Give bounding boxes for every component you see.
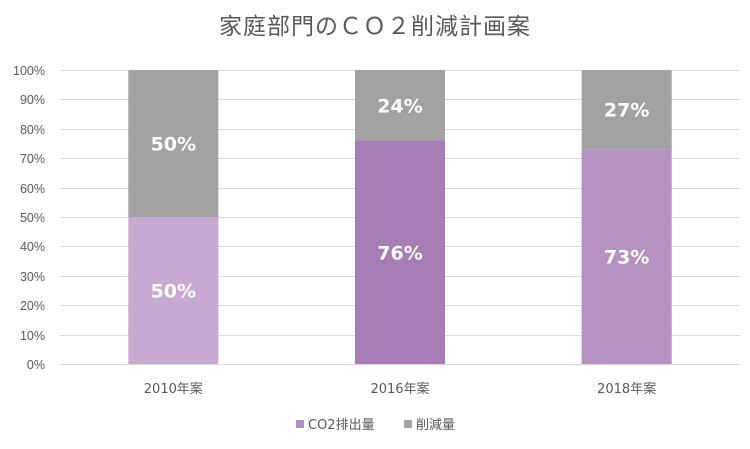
y-tick-label: 90% <box>20 93 45 107</box>
x-axis-categories: 2010年案 2016年案 2018年案 <box>144 382 656 397</box>
y-tick-label: 0% <box>27 358 45 372</box>
legend: CO2排出量 削減量 <box>296 417 455 433</box>
bar-co2-emission <box>355 140 445 364</box>
y-tick-label: 20% <box>20 299 45 313</box>
x-category-label: 2016年案 <box>370 382 429 397</box>
legend-swatch <box>404 420 412 428</box>
y-tick-label: 40% <box>20 240 45 254</box>
data-label: 24% <box>377 95 422 117</box>
chart-title: 家庭部門のＣＯ２削減計画案 <box>219 14 531 40</box>
y-tick-label: 70% <box>20 152 45 166</box>
y-tick-label: 50% <box>20 211 45 225</box>
y-tick-label: 10% <box>20 329 45 343</box>
y-tick-label: 30% <box>20 270 45 284</box>
data-label: 50% <box>151 134 196 156</box>
legend-label: 削減量 <box>416 417 455 433</box>
data-label: 27% <box>604 100 649 122</box>
y-tick-label: 80% <box>20 123 45 137</box>
data-label: 73% <box>604 247 649 269</box>
bar-reduction <box>128 70 219 217</box>
bar-co2-emission <box>128 217 219 364</box>
data-label: 50% <box>151 281 196 303</box>
x-category-label: 2010年案 <box>144 382 203 397</box>
y-tick-label: 100% <box>13 64 45 78</box>
bar-reduction <box>581 70 672 150</box>
legend-label: CO2排出量 <box>308 418 375 433</box>
y-axis-ticks: 0% 10% 20% 30% 40% 50% 60% 70% 80% 90% 100% <box>13 64 45 372</box>
bars <box>128 70 672 364</box>
y-tick-label: 60% <box>20 182 45 196</box>
data-label: 76% <box>377 242 422 264</box>
bar-reduction <box>355 70 445 141</box>
bar-co2-emission <box>581 149 672 364</box>
legend-swatch <box>296 420 304 428</box>
data-labels: 50% 50% 76% 24% 73% 27% <box>151 95 650 302</box>
x-category-label: 2018年案 <box>597 382 656 397</box>
